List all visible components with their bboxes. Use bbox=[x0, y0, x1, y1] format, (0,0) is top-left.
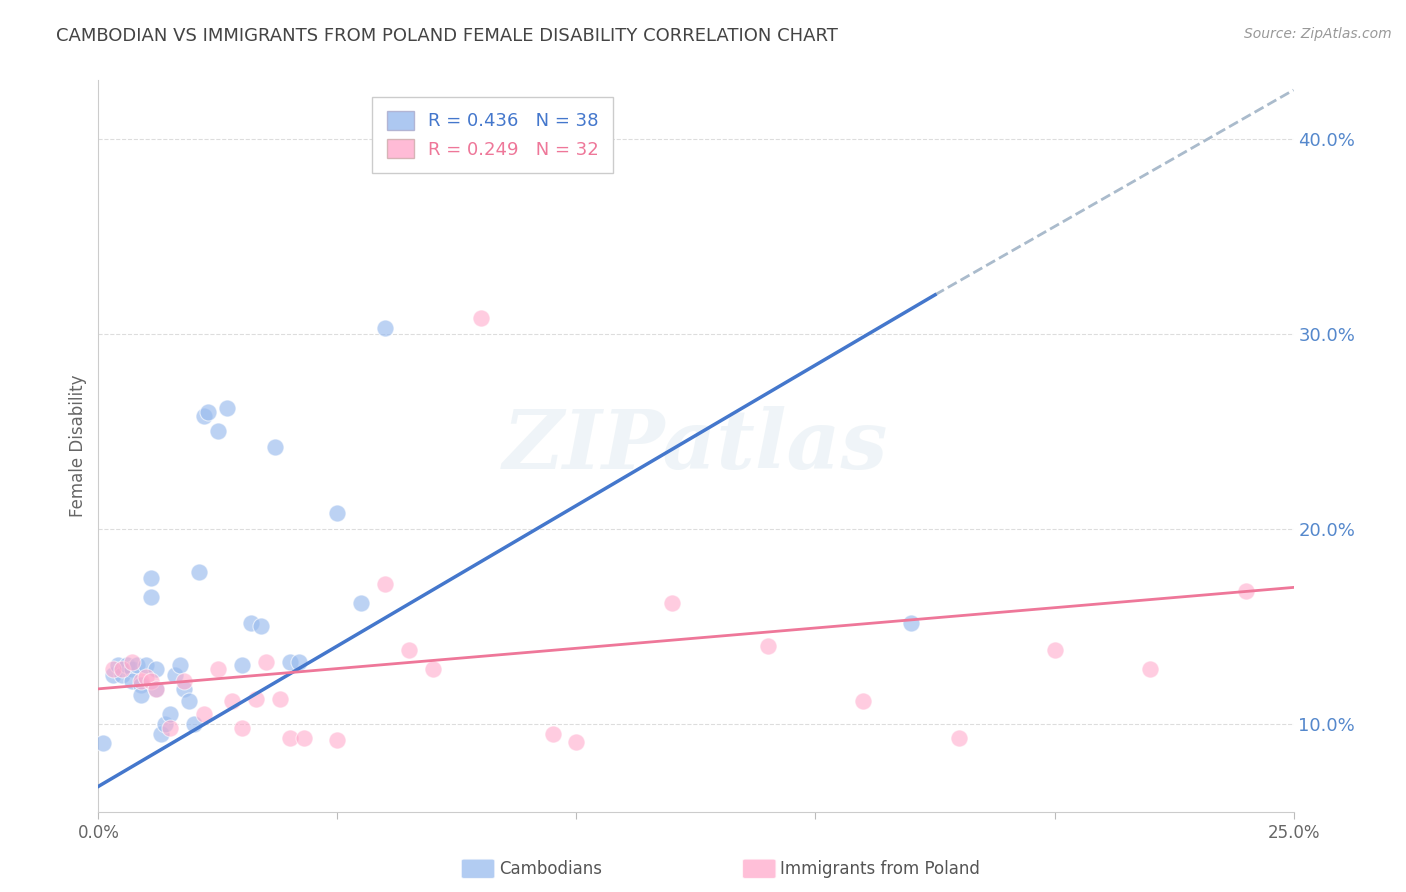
Point bbox=[125, 658, 148, 673]
Point bbox=[374, 576, 396, 591]
Point bbox=[121, 655, 143, 669]
Point bbox=[139, 571, 162, 585]
Point bbox=[163, 668, 186, 682]
Point bbox=[121, 673, 143, 688]
Point bbox=[852, 693, 875, 707]
Point bbox=[131, 688, 153, 702]
Point bbox=[221, 693, 243, 707]
Point bbox=[187, 565, 209, 579]
Point bbox=[565, 734, 588, 748]
Point bbox=[135, 658, 157, 673]
Point bbox=[193, 409, 215, 423]
Point bbox=[173, 673, 195, 688]
Point bbox=[179, 693, 201, 707]
Point bbox=[145, 681, 167, 696]
Point bbox=[250, 619, 273, 633]
Point bbox=[541, 727, 564, 741]
Y-axis label: Female Disability: Female Disability bbox=[69, 375, 87, 517]
Point bbox=[288, 655, 311, 669]
Point bbox=[948, 731, 970, 745]
Legend: R = 0.436   N = 38, R = 0.249   N = 32: R = 0.436 N = 38, R = 0.249 N = 32 bbox=[373, 96, 613, 173]
Point bbox=[115, 658, 138, 673]
Text: Immigrants from Poland: Immigrants from Poland bbox=[780, 860, 980, 878]
Point bbox=[661, 596, 683, 610]
Text: Cambodians: Cambodians bbox=[499, 860, 602, 878]
Text: CAMBODIAN VS IMMIGRANTS FROM POLAND FEMALE DISABILITY CORRELATION CHART: CAMBODIAN VS IMMIGRANTS FROM POLAND FEMA… bbox=[56, 27, 838, 45]
Point bbox=[131, 673, 153, 688]
Point bbox=[111, 662, 134, 676]
Point bbox=[91, 736, 114, 750]
Point bbox=[756, 639, 779, 653]
Point bbox=[398, 643, 420, 657]
Point bbox=[292, 731, 315, 745]
Point bbox=[169, 658, 191, 673]
Point bbox=[269, 691, 291, 706]
Point bbox=[374, 321, 396, 335]
Point bbox=[159, 707, 181, 722]
Point bbox=[193, 707, 215, 722]
Point bbox=[159, 721, 181, 735]
Point bbox=[470, 311, 492, 326]
Point bbox=[240, 615, 263, 630]
Point bbox=[422, 662, 444, 676]
Point bbox=[183, 717, 205, 731]
Point bbox=[231, 658, 253, 673]
Point bbox=[326, 506, 349, 520]
Point bbox=[245, 691, 267, 706]
Text: Source: ZipAtlas.com: Source: ZipAtlas.com bbox=[1244, 27, 1392, 41]
Point bbox=[264, 440, 287, 454]
Point bbox=[217, 401, 239, 415]
Point bbox=[149, 727, 172, 741]
Point bbox=[278, 655, 301, 669]
Point bbox=[1139, 662, 1161, 676]
Point bbox=[145, 662, 167, 676]
Point bbox=[139, 590, 162, 604]
Point bbox=[131, 678, 153, 692]
Point bbox=[900, 615, 922, 630]
Point bbox=[207, 425, 229, 439]
Point bbox=[111, 668, 134, 682]
Point bbox=[326, 732, 349, 747]
Point bbox=[278, 731, 301, 745]
Point bbox=[1234, 584, 1257, 599]
Text: ZIPatlas: ZIPatlas bbox=[503, 406, 889, 486]
Point bbox=[139, 673, 162, 688]
Point bbox=[207, 662, 229, 676]
Point bbox=[107, 658, 129, 673]
Point bbox=[350, 596, 373, 610]
Point bbox=[254, 655, 277, 669]
Point bbox=[155, 717, 177, 731]
Point bbox=[135, 670, 157, 684]
Point bbox=[101, 662, 124, 676]
Point bbox=[1043, 643, 1066, 657]
Point bbox=[145, 681, 167, 696]
Point bbox=[231, 721, 253, 735]
Point bbox=[197, 405, 219, 419]
Point bbox=[101, 668, 124, 682]
Point bbox=[173, 681, 195, 696]
Point bbox=[121, 662, 143, 676]
